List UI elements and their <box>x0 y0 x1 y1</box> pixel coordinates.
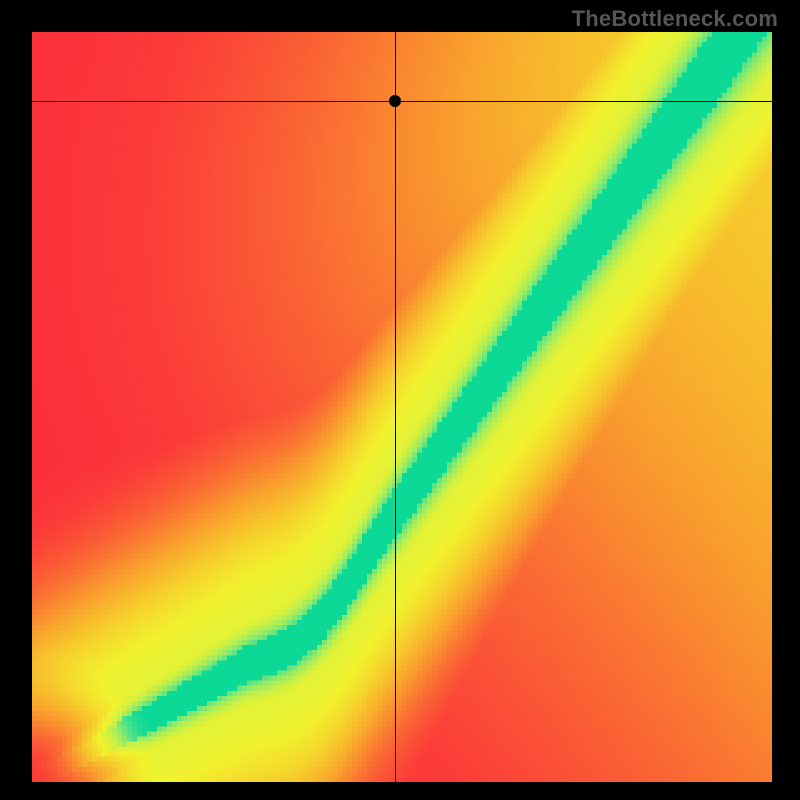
watermark-text: TheBottleneck.com <box>572 6 778 32</box>
heatmap-plot <box>32 32 772 782</box>
heatmap-canvas <box>32 32 772 782</box>
chart-container: TheBottleneck.com <box>0 0 800 800</box>
crosshair-marker <box>389 95 401 107</box>
crosshair-vertical <box>395 32 396 782</box>
crosshair-horizontal <box>32 101 772 102</box>
